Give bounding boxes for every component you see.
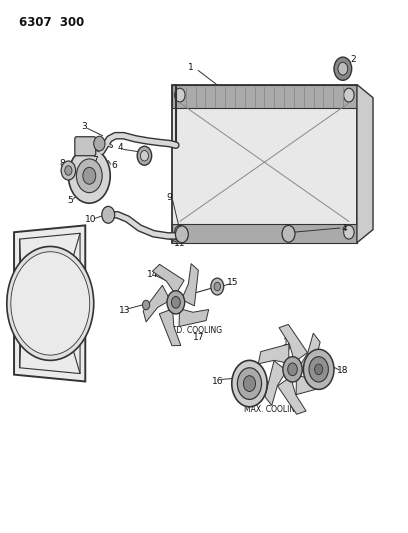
Circle shape: [214, 282, 220, 291]
Polygon shape: [357, 85, 373, 243]
Text: 14: 14: [283, 338, 294, 347]
Text: 17: 17: [193, 333, 204, 342]
Circle shape: [315, 364, 323, 375]
Circle shape: [102, 206, 115, 223]
Circle shape: [137, 146, 152, 165]
Circle shape: [167, 291, 185, 314]
Polygon shape: [258, 344, 289, 364]
Polygon shape: [296, 375, 327, 394]
Text: 4: 4: [341, 224, 347, 233]
Text: 6: 6: [111, 161, 117, 169]
Bar: [172, 85, 357, 108]
Text: 13: 13: [119, 306, 131, 315]
Polygon shape: [279, 325, 308, 362]
Circle shape: [175, 226, 188, 243]
Circle shape: [334, 57, 352, 80]
Text: 5: 5: [67, 196, 73, 205]
Text: 14: 14: [147, 270, 159, 279]
Polygon shape: [14, 225, 85, 382]
Polygon shape: [182, 264, 198, 306]
Circle shape: [344, 225, 354, 239]
Circle shape: [344, 88, 354, 102]
Circle shape: [175, 88, 185, 102]
Circle shape: [69, 148, 110, 203]
Bar: [172, 85, 357, 243]
Circle shape: [304, 349, 334, 390]
Polygon shape: [143, 285, 170, 322]
Text: 4: 4: [118, 143, 123, 152]
Text: 1: 1: [188, 62, 193, 71]
Circle shape: [142, 300, 150, 310]
Circle shape: [61, 161, 75, 180]
Text: 18: 18: [337, 366, 348, 375]
Bar: [172, 224, 357, 243]
Circle shape: [211, 278, 224, 295]
Text: 11: 11: [174, 239, 186, 248]
Circle shape: [237, 368, 262, 399]
Text: 16: 16: [212, 377, 224, 386]
Text: 9: 9: [166, 193, 172, 203]
Text: 3: 3: [81, 122, 87, 131]
Polygon shape: [153, 264, 184, 294]
Circle shape: [175, 225, 185, 239]
Circle shape: [244, 376, 255, 392]
Circle shape: [7, 246, 94, 360]
Text: 7: 7: [92, 156, 98, 165]
FancyBboxPatch shape: [75, 137, 96, 156]
Circle shape: [11, 252, 90, 355]
Circle shape: [171, 296, 180, 308]
Circle shape: [140, 150, 149, 161]
Polygon shape: [179, 309, 208, 327]
Circle shape: [338, 62, 348, 75]
Text: 12: 12: [22, 265, 33, 274]
Text: 10: 10: [85, 215, 96, 224]
Text: 8: 8: [59, 159, 65, 167]
Text: STD. COOLING: STD. COOLING: [167, 326, 222, 335]
Circle shape: [288, 363, 297, 376]
Circle shape: [283, 357, 302, 382]
Circle shape: [65, 166, 72, 175]
Polygon shape: [159, 309, 181, 346]
Circle shape: [282, 225, 295, 242]
Polygon shape: [265, 361, 286, 406]
Circle shape: [232, 360, 267, 407]
Text: 15: 15: [227, 278, 239, 287]
Circle shape: [309, 357, 328, 382]
Text: MAX. COOLING: MAX. COOLING: [244, 406, 301, 415]
Text: 2: 2: [350, 55, 356, 64]
Polygon shape: [299, 333, 320, 378]
Circle shape: [83, 167, 96, 184]
Circle shape: [94, 136, 105, 151]
Polygon shape: [277, 377, 306, 414]
Circle shape: [76, 159, 102, 192]
Text: 6307  300: 6307 300: [19, 16, 84, 29]
